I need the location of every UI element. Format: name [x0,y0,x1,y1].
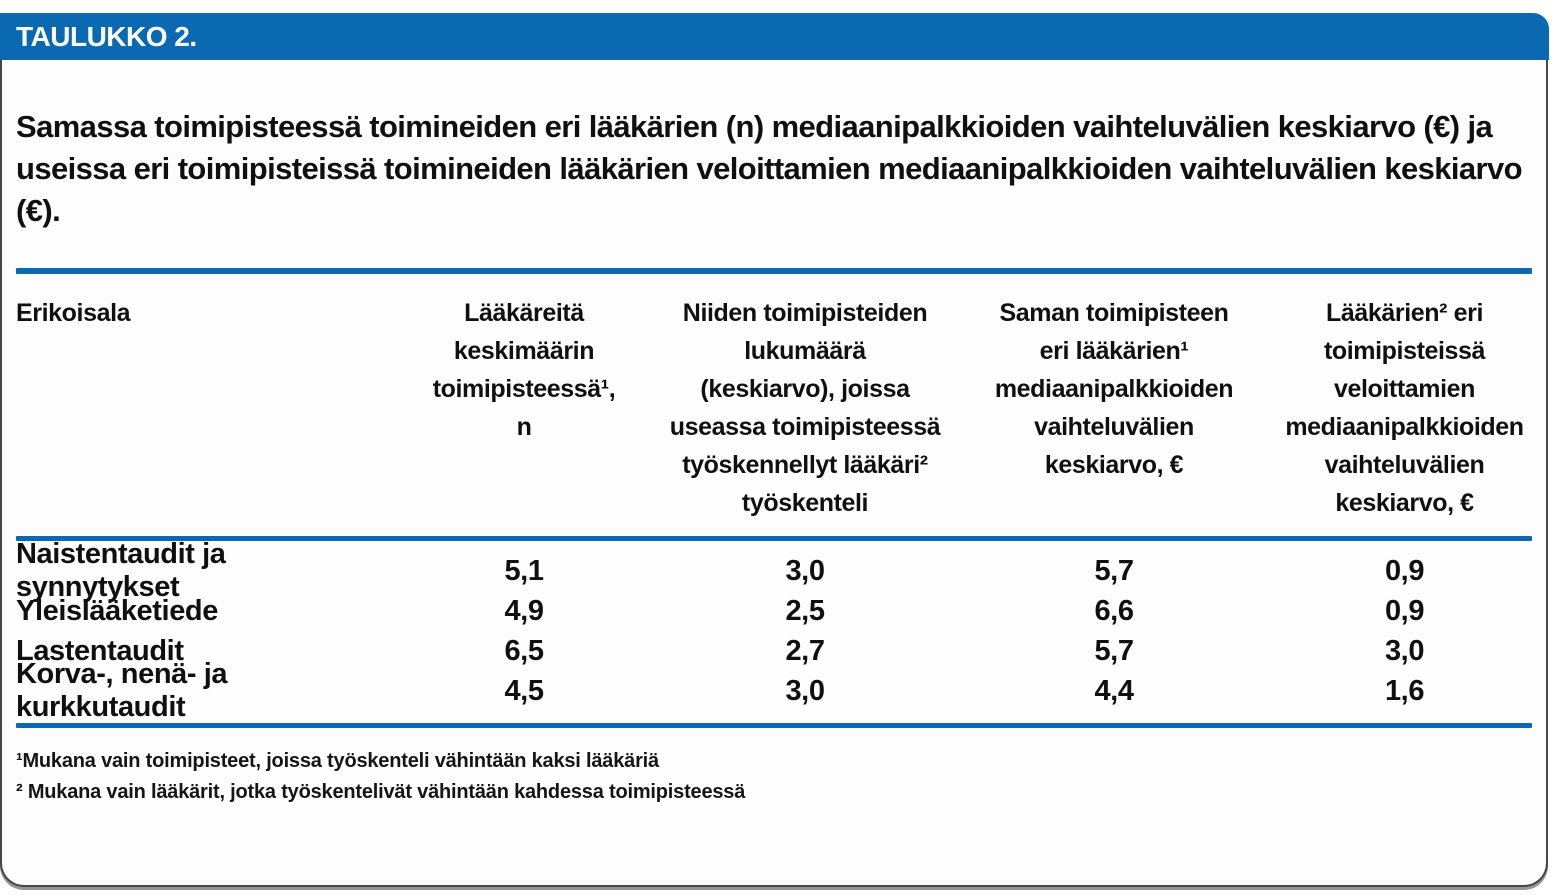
cell-value: 1,6 [1384,674,1425,707]
footnote-2: ² Mukana vain lääkärit, jotka työskentel… [16,781,746,803]
column-header-eri-toimipisteissa-keskiarvo: Lääkärien² eri toimipisteissä veloittami… [1285,299,1524,517]
cell-erikoisala: Naistentaudit ja synnytykset [16,538,226,603]
table-row: Yleislääketiede 4,9 2,5 6,6 0,9 [16,591,1536,631]
cell-value: 3,0 [785,554,825,587]
table-caption: Samassa toimipisteessä toimineiden eri l… [16,109,1523,228]
table-row: Lastentaudit 6,5 2,7 5,7 3,0 [16,631,1536,671]
footnote-1: ¹Mukana vain toimipisteet, joissa työske… [16,750,659,772]
cell-value: 2,5 [785,594,825,627]
cell-value: 0,9 [1384,554,1425,587]
cell-erikoisala: Yleislääketiede [16,594,218,627]
divider-bottom-rule [16,723,1532,728]
page-margin-strip [0,0,1557,13]
cell-value: 5,7 [1094,634,1134,667]
cell-value: 5,1 [504,554,544,587]
table-header-row: Erikoisala Lääkäreitä keskimäärin toimip… [16,274,1536,536]
table-row: Korva-, nenä- ja kurkkutaudit 4,5 3,0 4,… [16,658,1536,723]
cell-erikoisala: Lastentaudit [16,634,184,667]
divider-header-rule [16,536,1532,541]
footnotes-block: ¹Mukana vain toimipisteet, joissa työske… [16,746,1532,808]
column-header-erikoisala: Erikoisala [16,299,131,327]
column-header-saman-toimipisteen-keskiarvo: Saman toimipisteen eri lääkärien¹ mediaa… [994,299,1234,479]
cell-value: 4,9 [504,594,544,627]
cell-value: 2,7 [785,634,825,667]
table-header-bar: TAULUKKO 2. [0,13,1549,60]
cell-value: 6,6 [1094,594,1134,627]
table-body: Naistentaudit ja synnytykset 5,1 3,0 5,7… [16,538,1532,723]
cell-erikoisala: Korva-, nenä- ja kurkkutaudit [16,658,228,723]
table-number-label: TAULUKKO 2. [16,20,197,52]
column-header-toimipisteiden-lukumaara: Niiden toimipisteiden lukumäärä (keskiar… [669,299,941,517]
cell-value: 5,7 [1094,554,1134,587]
cell-value: 0,9 [1384,594,1425,627]
table-row: Naistentaudit ja synnytykset 5,1 3,0 5,7… [16,538,1536,603]
cell-value: 6,5 [504,634,544,667]
cell-value: 4,5 [504,674,544,707]
table-card: Samassa toimipisteessä toimineiden eri l… [0,60,1548,887]
cell-value: 3,0 [785,674,825,707]
cell-value: 4,4 [1094,674,1134,707]
cell-value: 3,0 [1384,634,1425,667]
column-header-laakareita-keskimaarin: Lääkäreitä keskimäärin toimipisteessä¹, … [432,299,616,441]
divider-top-rule [16,268,1532,274]
